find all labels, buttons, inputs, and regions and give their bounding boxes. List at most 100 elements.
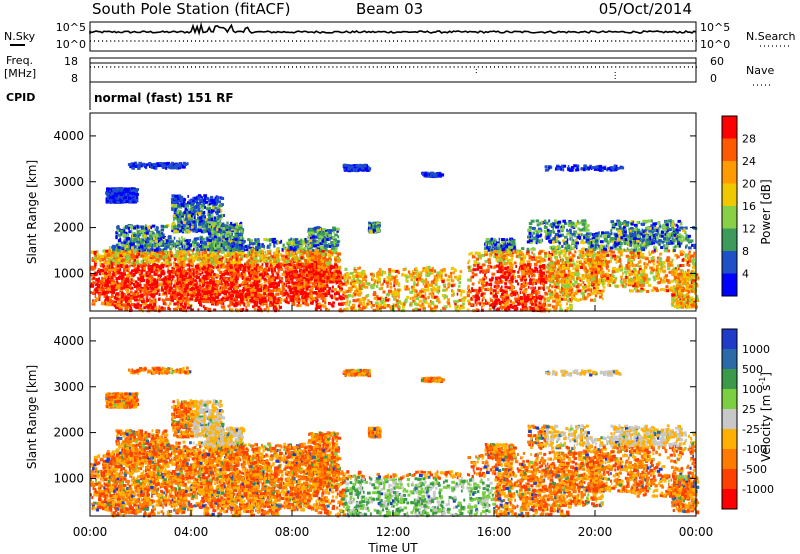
power-cell [128, 275, 131, 279]
power-cell [458, 284, 461, 288]
power-cell [125, 288, 129, 292]
power-cell [383, 303, 388, 307]
power-cell [361, 284, 365, 288]
power-cell [137, 298, 142, 302]
power-cell [325, 239, 327, 242]
power-cell [275, 299, 278, 303]
power-cell [335, 243, 340, 247]
power-cell [331, 246, 335, 250]
power-cell [194, 293, 199, 297]
power-cell [229, 287, 232, 290]
power-cell [209, 256, 211, 260]
power-cell [257, 265, 259, 269]
power-cell [253, 280, 256, 284]
power-cell [437, 300, 441, 304]
power-cell [331, 237, 334, 241]
power-cell [430, 301, 434, 305]
power-cell [285, 270, 287, 274]
power-cell [272, 262, 276, 265]
power-cell [166, 297, 170, 301]
power-cell [424, 280, 428, 284]
power-cell [323, 246, 328, 250]
power-cell [263, 301, 268, 305]
power-cell [344, 289, 347, 293]
power-cell [186, 298, 191, 302]
power-cell [342, 291, 346, 295]
power-cell [421, 302, 424, 306]
power-cell [226, 296, 230, 300]
power-cell [174, 247, 177, 251]
power-cell [294, 252, 298, 255]
power-cell [111, 279, 115, 283]
power-cell [214, 295, 219, 299]
power-cell [143, 267, 147, 270]
power-cell [144, 302, 147, 306]
power-cell [227, 271, 229, 275]
power-cell [390, 290, 395, 294]
power-cell [222, 308, 227, 312]
power-cell [329, 251, 334, 255]
power-cell [319, 232, 324, 236]
power-cell [116, 280, 119, 284]
power-cell [285, 289, 287, 293]
power-cell [107, 290, 110, 294]
power-cell [323, 285, 328, 289]
power-cell [207, 290, 212, 294]
power-cell [185, 297, 190, 301]
power-cell [453, 283, 456, 287]
power-cell [234, 264, 237, 267]
power-cell [353, 266, 356, 270]
power-cell [90, 265, 95, 269]
power-cell [219, 270, 222, 274]
power-cell [395, 302, 400, 306]
power-cell [428, 292, 432, 296]
power-cell [317, 258, 321, 262]
power-cell [257, 268, 261, 272]
power-cell [205, 259, 208, 263]
power-cell [272, 305, 277, 309]
power-cell [113, 282, 116, 286]
power-cell [203, 277, 206, 281]
power-cell [194, 257, 198, 261]
power-cell [326, 283, 329, 287]
power-cell [250, 264, 254, 268]
power-cell [290, 250, 293, 254]
power-cell [101, 276, 103, 280]
power-cell [121, 298, 125, 302]
power-cell [92, 291, 95, 295]
power-cell [293, 300, 296, 303]
power-cell [361, 285, 364, 289]
power-cell [356, 289, 360, 293]
power-cell [274, 251, 278, 255]
power-cell [256, 263, 259, 267]
power-cell [378, 287, 381, 291]
power-cell [338, 295, 343, 299]
power-cell [97, 270, 101, 273]
power-cell [94, 288, 98, 292]
power-cell [275, 248, 279, 252]
power-cell [295, 241, 300, 244]
noise-tick-left-bottom: 10^0 [56, 38, 86, 51]
power-cell [269, 261, 273, 265]
power-cell [394, 269, 399, 273]
power-cell [275, 307, 278, 311]
power-cell [349, 271, 354, 275]
power-cell [90, 283, 95, 287]
power-cell [218, 275, 220, 279]
power-cell [251, 263, 253, 267]
power-cell [304, 263, 309, 267]
power-cell [161, 298, 164, 302]
power-cell [302, 291, 305, 295]
power-cell [131, 303, 133, 306]
power-cell [232, 297, 234, 300]
power-cell [335, 297, 339, 301]
power-cell [217, 295, 220, 299]
power-cell [169, 275, 174, 279]
date-label: 05/Oct/2014 [599, 0, 692, 18]
power-cell [314, 276, 318, 280]
power-cell [260, 259, 262, 263]
power-cell [299, 283, 304, 287]
power-cell [245, 277, 250, 281]
power-cell [334, 263, 337, 267]
power-cell [418, 294, 421, 298]
